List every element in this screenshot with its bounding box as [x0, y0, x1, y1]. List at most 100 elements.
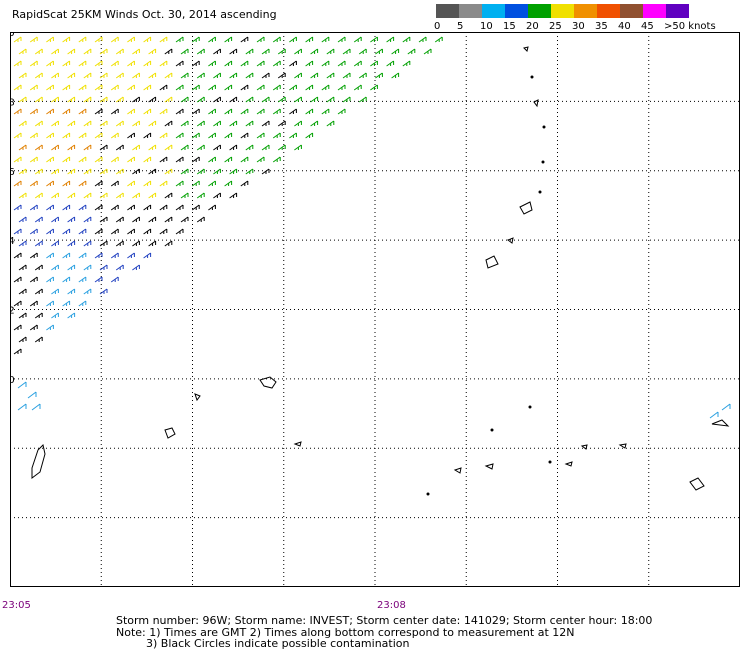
wind-barb [127, 108, 135, 115]
wind-barb [208, 36, 216, 43]
wind-barb [34, 168, 43, 175]
wind-barb [62, 60, 71, 67]
wind-barb [245, 168, 254, 175]
wind-barb [62, 84, 71, 91]
wind-barb [256, 36, 265, 43]
wind-barb [51, 168, 59, 175]
legend-label: 15 [503, 21, 516, 32]
wind-barb [224, 132, 233, 139]
note-line-1: Note: 1) Times are GMT 2) Times along bo… [116, 626, 575, 639]
chart-title: RapidScat 25KM Winds Oct. 30, 2014 ascen… [12, 8, 277, 21]
wind-barb [110, 252, 119, 259]
wind-barb [51, 312, 59, 319]
wind-barb [342, 72, 351, 79]
wind-barb [110, 228, 119, 235]
island-outline [259, 376, 277, 389]
wind-barb [240, 36, 249, 43]
wind-barb [51, 288, 59, 295]
wind-barb [115, 72, 124, 79]
wind-barb [148, 48, 157, 55]
wind-barb [321, 84, 330, 91]
island-outline [689, 477, 705, 491]
wind-barb [83, 240, 92, 247]
wind-barb [62, 132, 71, 139]
wind-barb [256, 132, 265, 139]
wind-barb [391, 72, 400, 79]
wind-barb [34, 336, 43, 343]
island-dot [548, 460, 552, 464]
wind-barb [310, 48, 319, 55]
legend-swatch [459, 4, 482, 18]
wind-barb [434, 36, 443, 43]
wind-barb [51, 216, 59, 223]
wind-barb [148, 96, 157, 103]
wind-barb [277, 96, 286, 103]
wind-barb [67, 48, 76, 55]
wind-barb [423, 48, 432, 55]
island-outline [506, 237, 514, 244]
legend-label: 0 [434, 21, 441, 32]
wind-barb [99, 240, 108, 247]
wind-barb [358, 48, 367, 55]
wind-barb [110, 156, 119, 163]
wind-barb [208, 204, 216, 211]
wind-barb [99, 192, 108, 199]
wind-barb [132, 48, 140, 55]
wind-barb [375, 72, 383, 79]
wind-barb [143, 228, 152, 235]
wind-barb [164, 48, 173, 55]
wind-barb [277, 48, 286, 55]
legend-label: 40 [618, 21, 631, 32]
wind-barb [46, 156, 54, 163]
wind-barb [180, 72, 189, 79]
wind-barb [94, 36, 103, 43]
wind-barb [13, 276, 22, 283]
wind-barb [402, 60, 411, 67]
wind-barb [110, 132, 119, 139]
wind-barb [13, 300, 22, 307]
y-tick-label: 12 [10, 306, 15, 317]
wind-barb [94, 108, 103, 115]
legend-swatch [436, 4, 459, 18]
wind-barb [62, 36, 71, 43]
wind-barb [94, 204, 103, 211]
island-outline [484, 463, 494, 470]
wind-barb [13, 348, 22, 355]
wind-barb [67, 96, 76, 103]
wind-barb [29, 276, 38, 283]
wind-barb [51, 72, 59, 79]
wind-barb [261, 96, 270, 103]
wind-barb [305, 60, 314, 67]
wind-barb [196, 216, 205, 223]
island-outline [523, 46, 529, 52]
wind-barb [224, 36, 233, 43]
wind-barb [18, 96, 27, 103]
wind-barb [34, 120, 43, 127]
wind-barb [99, 264, 108, 271]
island-outline [31, 444, 46, 479]
wind-barb [256, 84, 265, 91]
wind-barb [240, 84, 249, 91]
wind-barb [175, 204, 184, 211]
wind-barb [132, 120, 140, 127]
y-tick-label: 10 [10, 375, 15, 386]
legend-label: 35 [595, 21, 608, 32]
wind-barb [245, 144, 254, 151]
legend-swatch [528, 4, 551, 18]
wind-barb [34, 264, 43, 271]
wind-barb [143, 180, 152, 187]
wind-barb [175, 36, 184, 43]
wind-barb [402, 36, 411, 43]
wind-barb [46, 36, 54, 43]
wind-barb [180, 168, 189, 175]
wind-barb [310, 120, 319, 127]
wind-barb [196, 72, 205, 79]
wind-barb [132, 240, 140, 247]
wind-barb [51, 192, 59, 199]
wind-barb [229, 48, 238, 55]
island-outline [580, 444, 588, 450]
wind-barb [326, 72, 335, 79]
wind-barb [83, 96, 92, 103]
wind-barb [294, 120, 302, 127]
wind-barb [99, 120, 108, 127]
